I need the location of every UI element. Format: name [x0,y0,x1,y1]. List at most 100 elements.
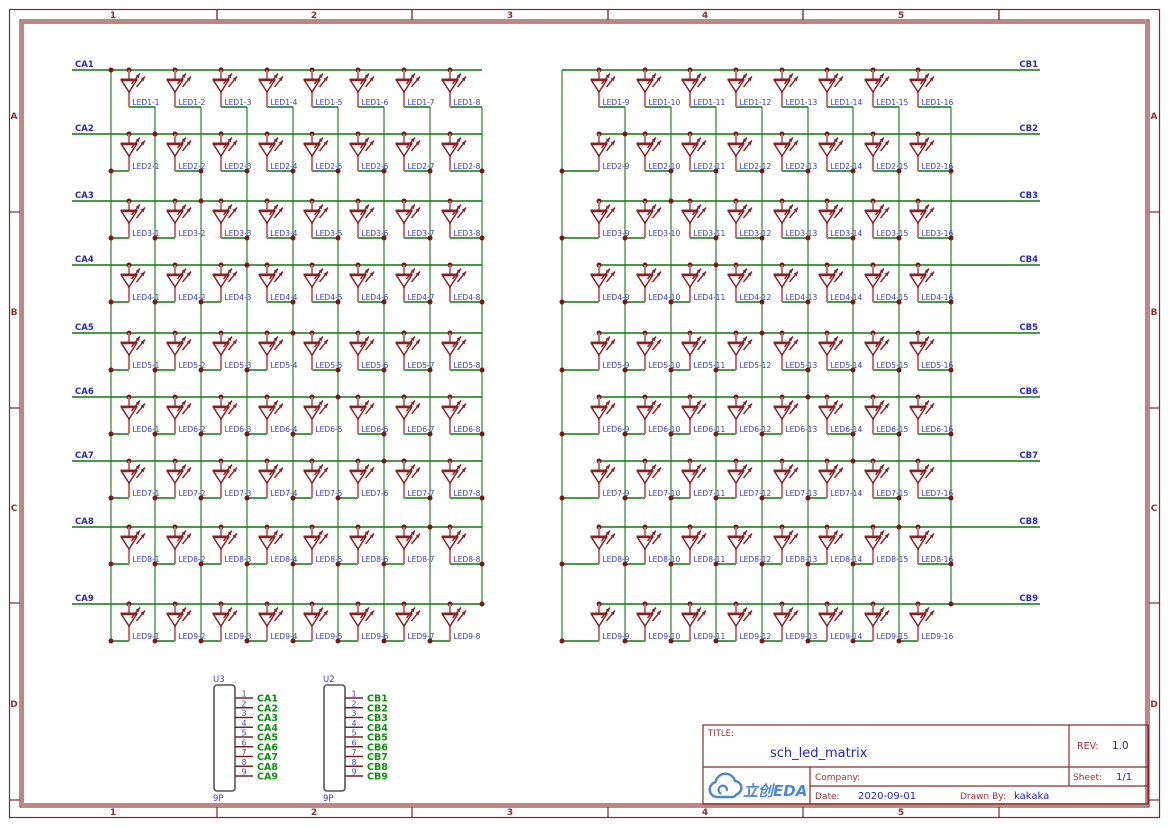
date-value[interactable]: 2020-09-01 [858,791,916,802]
led-designator[interactable]: LED7-15 [877,489,909,498]
led-symbol[interactable]: LED5-4 [258,333,298,370]
led-symbol[interactable]: LED3-14 [818,201,863,238]
led-symbol[interactable]: LED8-15 [864,527,909,564]
led-designator[interactable]: LED4-13 [786,293,818,302]
led-designator[interactable]: LED5-13 [786,361,818,370]
wires[interactable] [72,69,1040,642]
led-symbol[interactable]: LED7-5 [303,461,343,498]
led-designator[interactable]: LED8-14 [831,555,863,564]
led-symbol[interactable]: LED4-11 [681,265,726,302]
connector-body[interactable] [323,684,346,792]
led-designator[interactable]: LED9-2 [179,632,206,641]
led-symbol[interactable]: LED8-2 [166,527,206,564]
led-designator[interactable]: LED4-8 [454,293,481,302]
led-designator[interactable]: LED7-5 [316,489,343,498]
led-symbol[interactable]: LED3-15 [864,201,909,238]
led-symbol[interactable]: LED1-13 [773,70,818,107]
connector-u3[interactable]: U3 9P 1 CA1 2 CA2 3 CA3 4 CA4 5 CA5 6 CA6 7 CA7 8 CA8 9 CA9 [213,675,278,804]
led-symbol[interactable]: LED5-7 [395,333,435,370]
led-symbol[interactable]: LED7-12 [727,461,772,498]
led-symbol[interactable]: LED9-12 [727,604,772,641]
led-designator[interactable]: LED7-8 [454,489,481,498]
led-symbol[interactable]: LED4-9 [590,265,630,302]
led-designator[interactable]: LED5-7 [408,361,435,370]
led-symbol[interactable]: LED1-3 [212,70,252,107]
led-designator[interactable]: LED7-6 [362,489,389,498]
led-designator[interactable]: LED9-7 [408,632,435,641]
led-designator[interactable]: LED9-10 [649,632,681,641]
led-designator[interactable]: LED6-14 [831,425,863,434]
led-symbol[interactable]: LED6-11 [681,397,726,434]
led-designator[interactable]: LED5-10 [649,361,681,370]
led-symbol[interactable]: LED6-15 [864,397,909,434]
led-designator[interactable]: LED9-14 [831,632,863,641]
led-symbol[interactable]: LED5-8 [441,333,481,370]
led-designator[interactable]: LED7-2 [179,489,206,498]
led-designator[interactable]: LED7-4 [271,489,298,498]
led-designator[interactable]: LED8-10 [649,555,681,564]
led-symbol[interactable]: LED8-3 [212,527,252,564]
led-symbol[interactable]: LED5-11 [681,333,726,370]
led-designator[interactable]: LED3-6 [362,229,389,238]
led-designator[interactable]: LED1-2 [179,98,206,107]
led-symbol[interactable]: LED7-7 [395,461,435,498]
pin-net-label[interactable]: CB2 [367,703,388,714]
pin-net-label[interactable]: CB5 [367,733,388,744]
led-symbol[interactable]: LED5-1 [120,333,160,370]
pin-net-label[interactable]: CB6 [367,742,388,753]
led-symbol[interactable]: LED1-1 [120,70,160,107]
led-designator[interactable]: LED9-15 [877,632,909,641]
led-designator[interactable]: LED1-10 [649,98,681,107]
led-symbol[interactable]: LED4-8 [441,265,481,302]
led-symbol[interactable]: LED8-6 [349,527,389,564]
led-designator[interactable]: LED6-15 [877,425,909,434]
led-designator[interactable]: LED2-5 [316,162,343,171]
led-symbol[interactable]: LED6-12 [727,397,772,434]
led-designator[interactable]: LED3-15 [877,229,909,238]
led-designator[interactable]: LED1-14 [831,98,863,107]
led-symbol[interactable]: LED1-4 [258,70,298,107]
led-symbol[interactable]: LED4-10 [636,265,681,302]
led-symbol[interactable]: LED3-6 [349,201,389,238]
led-designator[interactable]: LED2-14 [831,162,863,171]
led-designator[interactable]: LED5-9 [603,361,630,370]
led-designator[interactable]: LED2-8 [454,162,481,171]
led-symbol[interactable]: LED7-9 [590,461,630,498]
pin-net-label[interactable]: CA2 [257,703,278,714]
led-symbol[interactable]: LED3-16 [909,201,954,238]
pin-net-label[interactable]: CB7 [367,752,388,763]
pin-net-label[interactable]: CB4 [367,723,388,734]
led-designator[interactable]: LED7-14 [831,489,863,498]
led-designator[interactable]: LED1-13 [786,98,818,107]
led-symbol[interactable]: LED4-12 [727,265,772,302]
led-designator[interactable]: LED9-5 [316,632,343,641]
led-designator[interactable]: LED5-6 [362,361,389,370]
led-symbol[interactable]: LED6-4 [258,397,298,434]
led-designator[interactable]: LED2-2 [179,162,206,171]
led-designator[interactable]: LED8-5 [316,555,343,564]
led-designator[interactable]: LED9-4 [271,632,298,641]
led-symbol[interactable]: LED9-4 [258,604,298,641]
led-designator[interactable]: LED8-2 [179,555,206,564]
net-label[interactable]: CA8 [75,517,94,527]
led-symbol[interactable]: LED5-10 [636,333,681,370]
led-symbol[interactable]: LED9-15 [864,604,909,641]
led-designator[interactable]: LED2-15 [877,162,909,171]
led-designator[interactable]: LED8-12 [740,555,772,564]
led-designator[interactable]: LED3-5 [316,229,343,238]
led-symbol[interactable]: LED6-9 [590,397,630,434]
led-symbol[interactable]: LED2-4 [258,134,298,171]
drawn-by-value[interactable]: kakaka [1014,791,1049,802]
led-symbol[interactable]: LED3-1 [120,201,160,238]
led-designator[interactable]: LED2-1 [133,162,160,171]
led-symbol[interactable]: LED2-6 [349,134,389,171]
net-label[interactable]: CA9 [75,594,94,604]
led-designator[interactable]: LED3-4 [271,229,298,238]
led-designator[interactable]: LED8-1 [133,555,160,564]
connector-body[interactable] [213,684,236,792]
net-label[interactable]: CB4 [1019,255,1038,265]
led-designator[interactable]: LED2-10 [649,162,681,171]
led-designator[interactable]: LED2-7 [408,162,435,171]
led-symbol[interactable]: LED7-16 [909,461,954,498]
led-designator[interactable]: LED5-4 [271,361,298,370]
